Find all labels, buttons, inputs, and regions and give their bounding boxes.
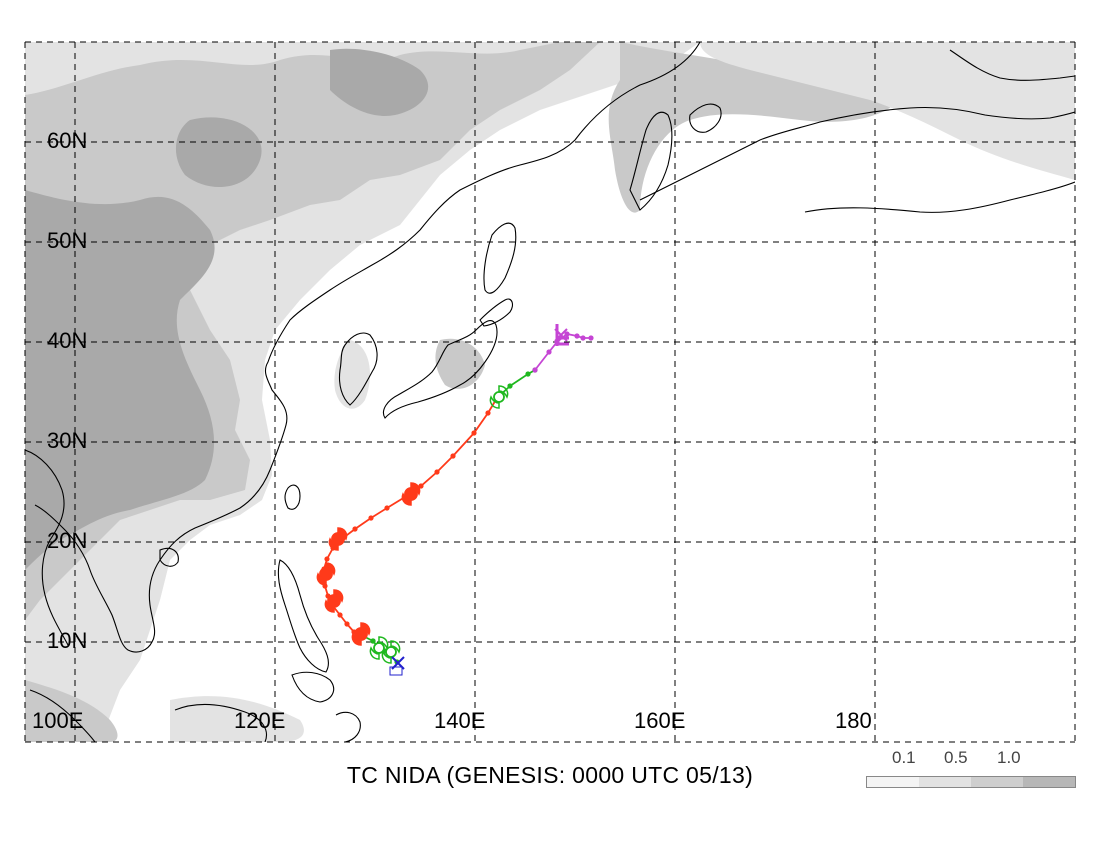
legend-swatch-3	[971, 777, 1023, 787]
map-title: TC NIDA (GENESIS: 0000 UTC 05/13)	[346, 762, 754, 788]
tropical-storm-track-point	[370, 638, 376, 644]
graticule	[24, 41, 1076, 743]
typhoon-track-line	[322, 397, 498, 637]
typhoon-track-point	[434, 469, 440, 475]
legend-color-bar	[866, 776, 1076, 788]
lon-label-160e: 160E	[634, 708, 686, 733]
legend-label-0-1: 0.1	[892, 748, 916, 767]
typhoon-track-point	[384, 505, 390, 511]
typhoon-symbol-eye	[327, 594, 341, 608]
typhoon-track-point	[471, 430, 477, 436]
typhoon-symbol-eye	[319, 567, 333, 581]
extratropical-track-point	[580, 335, 586, 341]
typhoon-symbol-eye	[404, 487, 418, 501]
typhoon-track-point	[485, 410, 491, 416]
tropical-storm-symbol-arms	[381, 640, 401, 664]
extratropical-track-point	[564, 331, 570, 337]
typhoon-track-point	[352, 526, 358, 532]
typhoon-track-point	[324, 556, 330, 562]
storm-track	[316, 324, 594, 676]
typhoon-symbol	[328, 527, 348, 551]
lat-label-40n: 40N	[47, 328, 88, 353]
coastlines	[25, 42, 1075, 742]
lon-label-120e: 120E	[234, 708, 286, 733]
tropical-storm-symbol-eye	[385, 646, 397, 658]
extratropical-track-point	[588, 335, 594, 341]
genesis-marker-box	[389, 666, 403, 676]
lat-label-20n: 20N	[47, 528, 88, 553]
typhoon-track-point	[418, 483, 424, 489]
typhoon-symbol	[351, 622, 371, 646]
typhoon-track-point	[368, 515, 374, 521]
weakening-storm-track-point	[525, 371, 531, 377]
tropical-storm-symbol-eye	[373, 642, 385, 654]
lon-label-100e: 100E	[32, 708, 84, 733]
lat-label-60n: 60N	[47, 128, 88, 153]
legend-swatch-1	[867, 777, 919, 787]
terrain-shading	[25, 42, 1075, 742]
tropical-storm-symbol	[381, 640, 401, 664]
typhoon-symbol-eye	[331, 532, 345, 546]
extratropical-track-point	[532, 367, 538, 373]
typhoon-symbol-eye	[354, 627, 368, 641]
lon-label-140e: 140E	[434, 708, 486, 733]
legend-label-1-0: 1.0	[997, 748, 1021, 767]
lat-label-50n: 50N	[47, 228, 88, 253]
legend-swatch-2	[919, 777, 971, 787]
extratropical-track-point	[574, 333, 580, 339]
typhoon-track-point	[450, 453, 456, 459]
tropical-storm-symbol	[489, 385, 509, 409]
weakening-storm-track-point	[507, 383, 513, 389]
lat-label-30n: 30N	[47, 428, 88, 453]
typhoon-track-point	[337, 612, 343, 618]
elevation-legend: 0.1 0.5 1.0	[866, 748, 1076, 788]
lon-label-180: 180	[835, 708, 872, 733]
legend-swatch-4	[1023, 777, 1075, 787]
typhoon-symbol	[401, 482, 421, 506]
tropical-storm-symbol-arms	[489, 385, 509, 409]
extratropical-track-point	[546, 349, 552, 355]
typhoon-symbol	[324, 589, 344, 613]
legend-label-0-5: 0.5	[944, 748, 968, 767]
typhoon-symbol	[316, 562, 336, 586]
tropical-storm-symbol-eye	[493, 391, 505, 403]
lat-label-10n: 10N	[47, 628, 88, 653]
typhoon-track-point	[344, 621, 350, 627]
